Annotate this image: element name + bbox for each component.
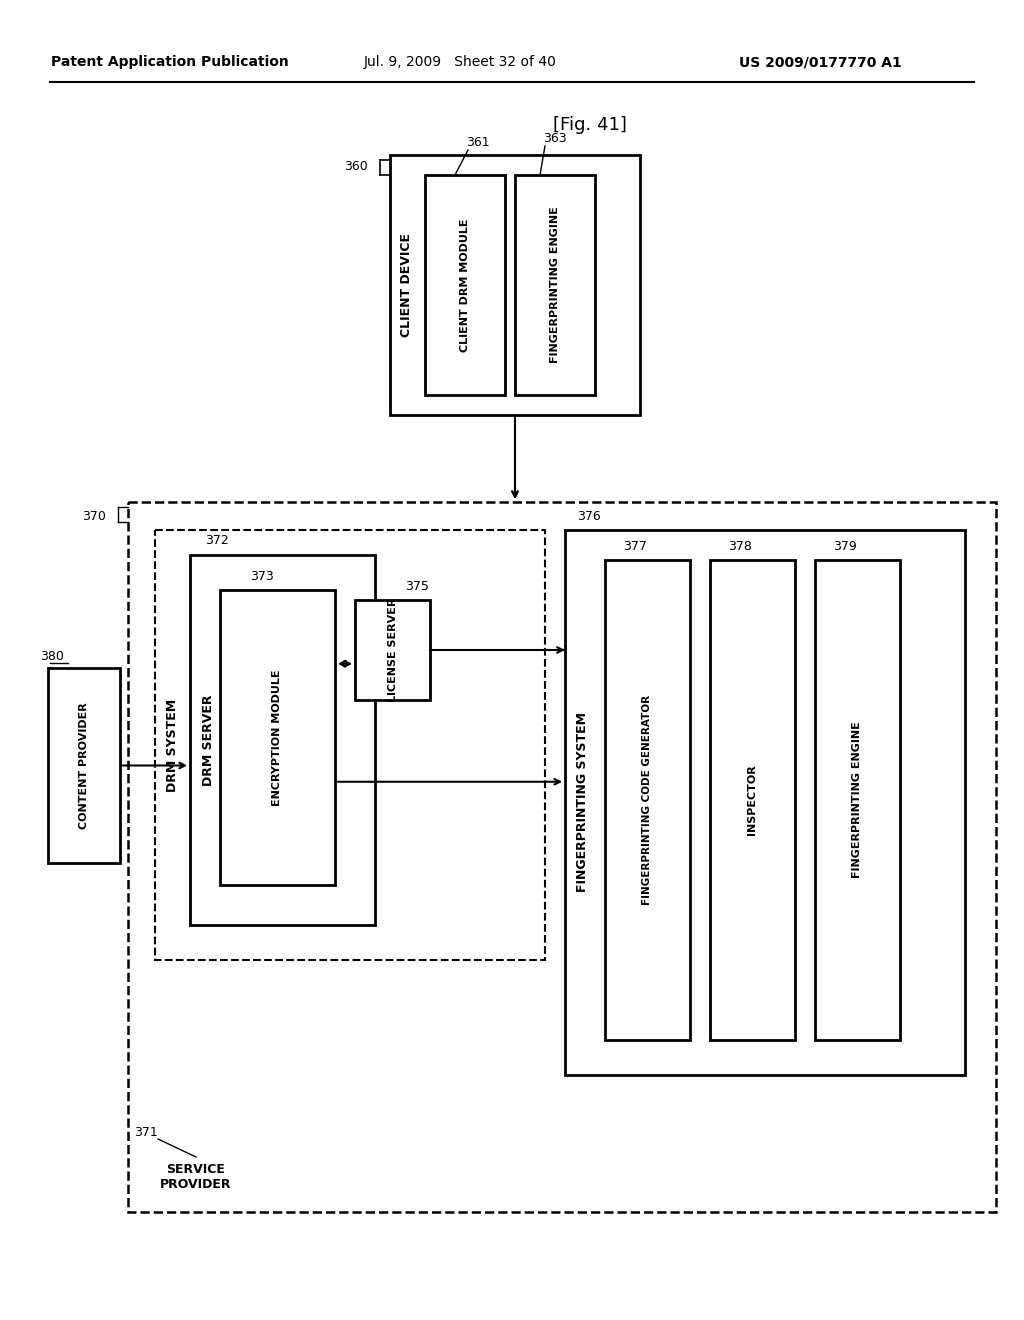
Text: FINGERPRINTING CODE GENERATOR: FINGERPRINTING CODE GENERATOR bbox=[642, 694, 652, 906]
Text: 360: 360 bbox=[344, 161, 368, 173]
Text: SERVICE
PROVIDER: SERVICE PROVIDER bbox=[160, 1163, 231, 1191]
Text: FINGERPRINTING ENGINE: FINGERPRINTING ENGINE bbox=[550, 207, 560, 363]
Text: CONTENT PROVIDER: CONTENT PROVIDER bbox=[79, 702, 89, 829]
Bar bbox=[390, 154, 640, 414]
Text: INSPECTOR: INSPECTOR bbox=[748, 764, 758, 836]
Text: 361: 361 bbox=[466, 136, 489, 149]
Text: 377: 377 bbox=[623, 540, 647, 553]
Text: 370: 370 bbox=[82, 510, 106, 523]
Text: 375: 375 bbox=[406, 579, 429, 593]
Bar bbox=[190, 554, 375, 925]
Text: 372: 372 bbox=[205, 535, 228, 548]
Text: 379: 379 bbox=[833, 540, 857, 553]
Text: 363: 363 bbox=[543, 132, 567, 144]
Text: [Fig. 41]: [Fig. 41] bbox=[553, 116, 627, 135]
Text: Patent Application Publication: Patent Application Publication bbox=[51, 55, 289, 69]
Bar bbox=[565, 531, 965, 1074]
Text: US 2009/0177770 A1: US 2009/0177770 A1 bbox=[738, 55, 901, 69]
Text: ENCRYPTION MODULE: ENCRYPTION MODULE bbox=[272, 669, 283, 805]
Text: DRM SYSTEM: DRM SYSTEM bbox=[166, 698, 178, 792]
Text: 380: 380 bbox=[40, 649, 63, 663]
Bar bbox=[710, 560, 795, 1040]
Bar bbox=[220, 590, 335, 884]
Bar bbox=[425, 176, 505, 395]
Text: CLIENT DEVICE: CLIENT DEVICE bbox=[400, 234, 414, 337]
Text: 371: 371 bbox=[134, 1126, 158, 1138]
Text: CLIENT DRM MODULE: CLIENT DRM MODULE bbox=[460, 218, 470, 351]
Bar bbox=[515, 176, 595, 395]
Text: 378: 378 bbox=[728, 540, 752, 553]
Text: Jul. 9, 2009   Sheet 32 of 40: Jul. 9, 2009 Sheet 32 of 40 bbox=[364, 55, 556, 69]
Text: LICENSE SERVER: LICENSE SERVER bbox=[387, 598, 397, 702]
Bar bbox=[355, 601, 430, 700]
Text: FINGERPRINTING SYSTEM: FINGERPRINTING SYSTEM bbox=[577, 713, 590, 892]
Bar bbox=[155, 531, 545, 960]
Bar bbox=[815, 560, 900, 1040]
Text: DRM SERVER: DRM SERVER bbox=[202, 694, 214, 785]
Text: 376: 376 bbox=[577, 510, 601, 523]
Text: FINGERPRINTING ENGINE: FINGERPRINTING ENGINE bbox=[853, 722, 862, 878]
Bar bbox=[605, 560, 690, 1040]
Text: 373: 373 bbox=[250, 569, 273, 582]
Bar bbox=[128, 502, 996, 1212]
Bar bbox=[48, 668, 120, 863]
